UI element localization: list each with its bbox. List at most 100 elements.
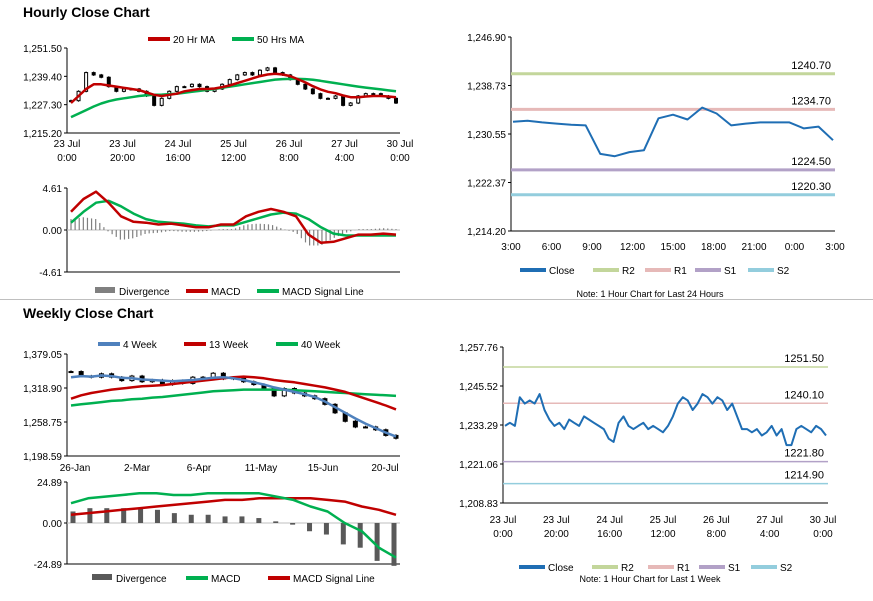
hourly-levels-close-line — [512, 106, 834, 158]
legend-hourly-divergence-swatch — [95, 287, 115, 293]
hourly-levels-ytick-label: 1,230.55 — [467, 130, 506, 141]
weekly-levels-xtick-time: 8:00 — [707, 529, 727, 540]
hourly-price-xtick-date: 30 Jul — [387, 139, 414, 150]
hourly-price-ytick-label: 1,215.20 — [23, 129, 62, 140]
weekly-levels-xtick-time: 20:00 — [544, 529, 569, 540]
weekly-macd-divergence-bar — [307, 523, 313, 532]
hourly-price-candle-body — [348, 102, 353, 106]
weekly-macd-signal-line — [70, 497, 397, 517]
weekly-macd-divergence-bar — [391, 523, 397, 566]
weekly-macd-divergence-bar — [188, 514, 194, 523]
weekly-price-xtick: 6-Apr — [187, 463, 212, 474]
hourly-price-ytick-label: 1,239.40 — [23, 72, 62, 83]
weekly-price-xtick: 20-Jul — [371, 463, 398, 474]
hourly-price-candle-body — [325, 97, 330, 100]
weekly-levels-xtick-date: 24 Jul — [596, 515, 623, 526]
hourly-price-candle-body — [227, 79, 232, 85]
hourly-levels-level-label-s1: 1224.50 — [791, 156, 831, 168]
weekly-price-candle-body — [363, 426, 369, 429]
legend-hourly-r2-label: R2 — [622, 266, 635, 277]
legend-weekly-s2-label: S2 — [780, 563, 793, 574]
hourly-levels-ytick-label: 1,222.37 — [467, 179, 506, 190]
weekly-levels-level-label-r2: 1251.50 — [784, 353, 824, 365]
weekly-levels-note: Note: 1 Hour Chart for Last 1 Week — [580, 574, 721, 584]
hourly-price-candle-body — [91, 72, 96, 76]
hourly-price-xtick-time: 20:00 — [110, 153, 135, 164]
weekly-levels-xtick-time: 0:00 — [813, 529, 833, 540]
weekly-macd-divergence-bar — [205, 514, 211, 523]
hourly-price-candle-body — [242, 72, 247, 76]
legend-4-week-label: 4 Week — [123, 340, 158, 351]
hourly-price-candle-body — [303, 83, 308, 90]
weekly-macd-divergence-bar — [239, 516, 245, 523]
legend-13-week-label: 13 Week — [209, 340, 249, 351]
legend-weekly-macd-label: MACD — [211, 574, 240, 585]
weekly-macd-divergence-bar — [290, 523, 296, 525]
section-divider — [0, 299, 873, 300]
hourly-levels-xtick: 21:00 — [741, 242, 766, 253]
hourly-levels-level-label-r2: 1240.70 — [791, 60, 831, 72]
hourly-levels-xtick: 0:00 — [785, 242, 805, 253]
weekly-price-ma40-line — [70, 388, 397, 407]
hourly-levels-xtick: 3:00 — [501, 242, 521, 253]
hourly-price-xtick-date: 23 Jul — [109, 139, 136, 150]
legend-weekly-signal-label: MACD Signal Line — [293, 574, 375, 585]
legend-hourly-macd-label: MACD — [211, 287, 240, 298]
legend-weekly-divergence-swatch — [92, 574, 112, 580]
weekly-macd-divergence-bar — [138, 508, 144, 523]
weekly-macd-divergence-bar — [104, 508, 110, 523]
hourly-price-xtick-date: 25 Jul — [220, 139, 247, 150]
weekly-levels-ytick-label: 1,221.06 — [459, 460, 498, 471]
weekly-levels-level-label-r1: 1240.10 — [784, 389, 824, 401]
legend-weekly-divergence-label: Divergence — [116, 574, 167, 585]
hourly-price-xtick-time: 8:00 — [279, 153, 299, 164]
weekly-macd-divergence-bar — [121, 508, 127, 523]
weekly-price-ytick-label: 1,198.59 — [23, 452, 62, 463]
hourly-levels-level-label-r1: 1234.70 — [791, 95, 831, 107]
hourly-levels-ytick-label: 1,246.90 — [467, 33, 506, 44]
weekly-price-ytick-label: 1,258.75 — [23, 418, 62, 429]
weekly-price-ma4-line — [70, 374, 397, 438]
weekly-levels-xtick-date: 23 Jul — [490, 515, 517, 526]
hourly-price-candle-body — [84, 72, 89, 92]
hourly-price-xtick-time: 0:00 — [390, 153, 410, 164]
hourly-price-candle-body — [273, 67, 278, 74]
legend-weekly-close-label: Close — [548, 563, 574, 574]
hourly-price-xtick-date: 26 Jul — [276, 139, 303, 150]
hourly-levels-note: Note: 1 Hour Chart for Last 24 Hours — [576, 289, 724, 299]
weekly-levels-xtick-date: 23 Jul — [543, 515, 570, 526]
hourly-levels-ytick-label: 1,238.73 — [467, 82, 506, 93]
hourly-price-xtick-date: 27 Jul — [331, 139, 358, 150]
weekly-levels-level-label-s2: 1214.90 — [784, 470, 824, 482]
weekly-levels-xtick-date: 25 Jul — [650, 515, 677, 526]
weekly-macd-macd-line — [70, 492, 397, 559]
weekly-levels-ytick-label: 1,245.52 — [459, 382, 498, 393]
hourly-price-xtick-time: 4:00 — [335, 153, 355, 164]
hourly-levels-ytick-label: 1,214.20 — [467, 227, 506, 238]
legend-hourly-s2-label: S2 — [777, 266, 790, 277]
weekly-price-candle-body — [68, 371, 74, 374]
legend-weekly-r1-label: R1 — [677, 563, 690, 574]
legend-weekly-s1-label: S1 — [728, 563, 741, 574]
legend-40-week-label: 40 Week — [301, 340, 341, 351]
hourly-price-candle-body — [152, 95, 157, 106]
weekly-price-candle-body — [352, 420, 358, 428]
weekly-macd-divergence-bar — [256, 518, 262, 523]
weekly-price-ytick-label: 1,379.05 — [23, 350, 62, 361]
hourly-price-xtick-time: 16:00 — [165, 153, 190, 164]
legend-50hr-ma-label: 50 Hrs MA — [257, 35, 305, 46]
weekly-levels-xtick-time: 0:00 — [493, 529, 513, 540]
weekly-levels-xtick-date: 27 Jul — [756, 515, 783, 526]
hourly-levels-xtick: 6:00 — [542, 242, 562, 253]
weekly-macd-divergence-bar — [70, 511, 76, 523]
hourly-price-xtick-time: 0:00 — [57, 153, 77, 164]
weekly-price-xtick: 26-Jan — [60, 463, 91, 474]
weekly-macd-divergence-bar — [357, 523, 363, 548]
weekly-price-xtick: 15-Jun — [308, 463, 339, 474]
hourly-levels-level-label-s2: 1220.30 — [791, 181, 831, 193]
hourly-macd-ytick-label: -4.61 — [39, 268, 62, 279]
hourly-price-candle-body — [333, 95, 338, 99]
weekly-macd-divergence-bar — [273, 521, 279, 523]
weekly-price-ma13-line — [70, 375, 397, 411]
hourly-price-candle-body — [121, 88, 126, 92]
